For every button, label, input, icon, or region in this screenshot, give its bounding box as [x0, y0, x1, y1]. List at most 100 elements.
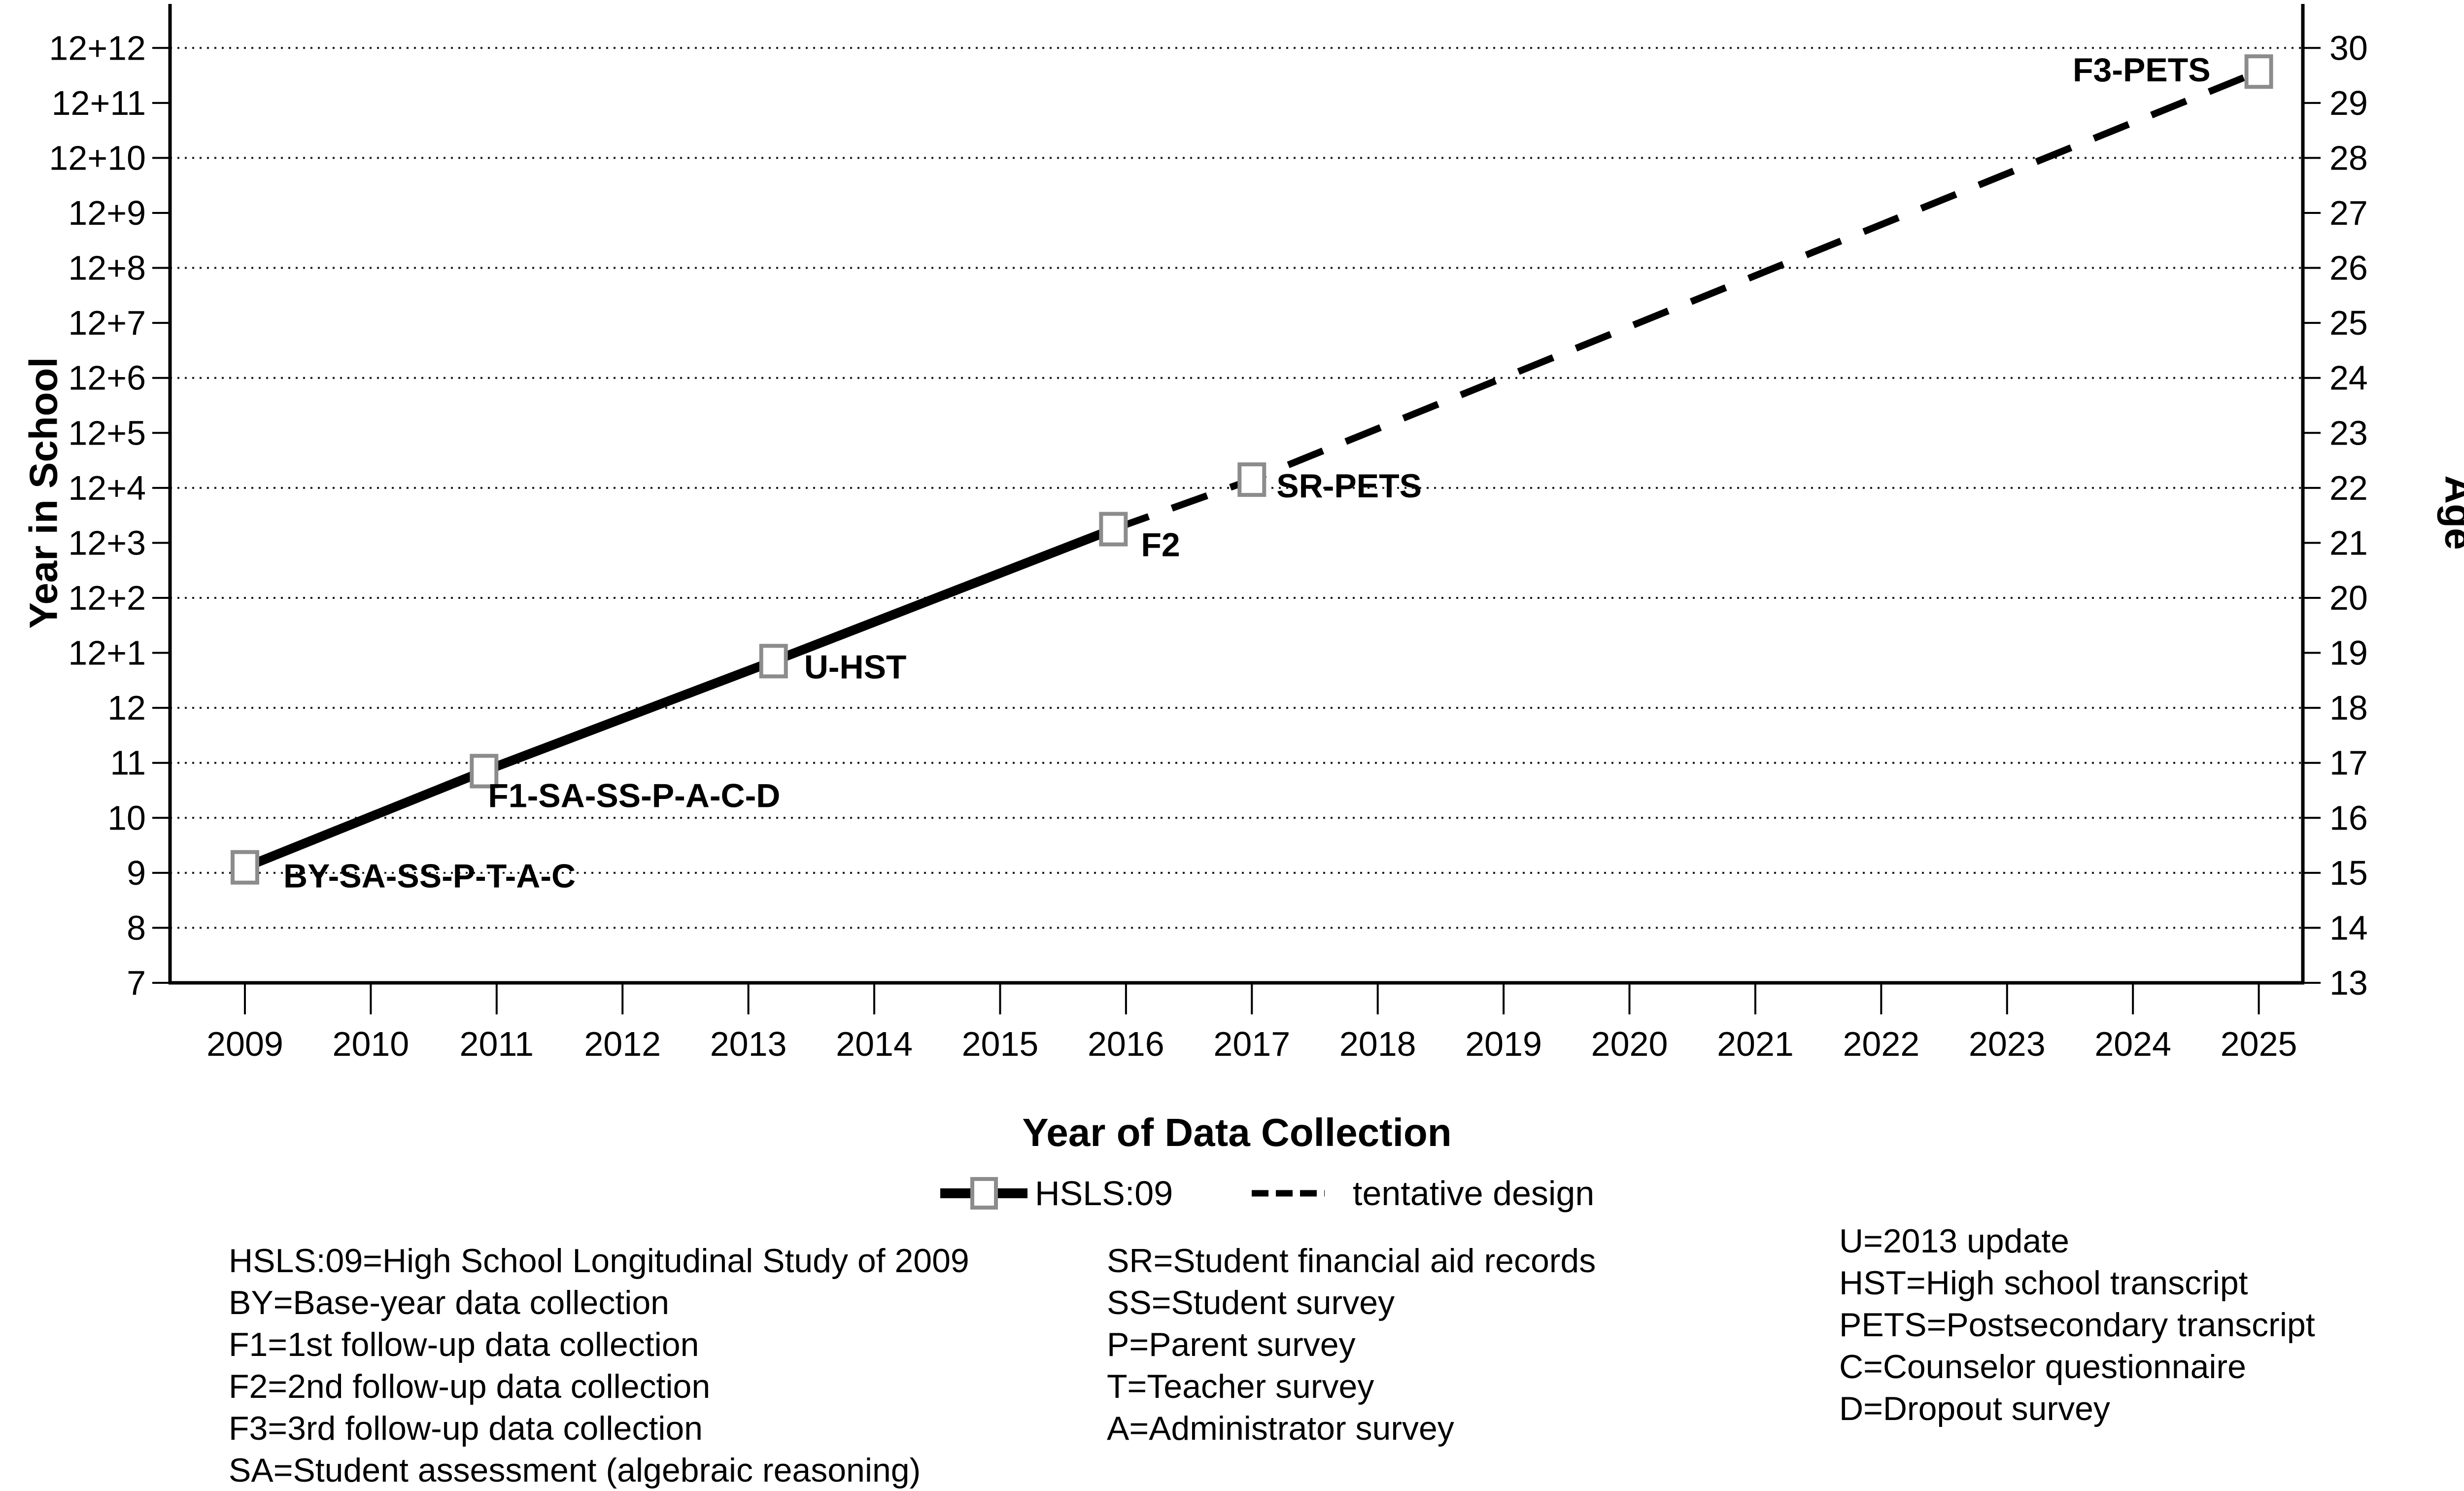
x-axis-tick-label: 2016: [1088, 1025, 1164, 1063]
y-axis-left-tick-label: 12+1: [68, 634, 146, 672]
x-axis-ticks: [243, 983, 2260, 1014]
key-entry: A=Administrator survey: [1107, 1410, 1454, 1447]
y-axis-left-tick-label: 12+5: [68, 414, 146, 452]
data-point-label: F3-PETS: [2073, 51, 2211, 89]
data-point-label: U-HST: [804, 648, 907, 686]
x-axis-tick-label: 2017: [1213, 1025, 1290, 1063]
y-axis-right-tick-label: 29: [2329, 84, 2368, 122]
y-axis-right-tick-label: 22: [2329, 469, 2368, 507]
y-axis-right-tick-label: 19: [2329, 634, 2368, 672]
y-axis-left-tick-label: 12: [107, 689, 146, 727]
y-axis-right-tick-label: 14: [2329, 908, 2368, 947]
y-axis-right-tick-label: 28: [2329, 139, 2368, 177]
data-marker: [230, 850, 259, 885]
x-axis-tick-label: 2025: [2221, 1025, 2297, 1063]
key-column-1: HSLS:09=High School Longitudinal Study o…: [229, 1240, 969, 1491]
x-axis-tick-labels: 2009 2010 2011 2012 2013 2014 2015 2016 2017 2018…: [206, 1025, 2297, 1063]
key-entry: PETS=Postsecondary transcript: [1839, 1306, 2315, 1344]
x-axis-tick-label: 2014: [836, 1025, 913, 1063]
key-entry: SS=Student survey: [1107, 1284, 1395, 1321]
y-axis-left-ticks: [152, 47, 170, 984]
y-axis-right-title: Age: [2437, 475, 2464, 550]
data-point-label: F1-SA-SS-P-A-C-D: [488, 777, 780, 814]
y-axis-left-tick-label: 12+8: [68, 249, 146, 287]
y-axis-left-tick-label: 12+6: [68, 359, 146, 397]
x-axis-tick-label: 2013: [710, 1025, 787, 1063]
key-entry: HSLS:09=High School Longitudinal Study o…: [229, 1242, 969, 1280]
key-entry: F3=3rd follow-up data collection: [229, 1410, 703, 1447]
key-entry: T=Teacher survey: [1107, 1368, 1374, 1405]
key-column-2: SR=Student financial aid records SS=Stud…: [1107, 1240, 1596, 1450]
y-axis-right-tick-label: 18: [2329, 689, 2368, 727]
key-entry: HST=High school transcript: [1839, 1264, 2248, 1302]
y-axis-right-tick-label: 16: [2329, 798, 2368, 837]
key-entry: U=2013 update: [1839, 1222, 2069, 1260]
data-point-label: F2: [1141, 526, 1180, 564]
legend: HSLS:09 tentative design: [940, 1174, 1594, 1213]
y-axis-right-tick-label: 30: [2329, 29, 2368, 67]
y-axis-right-tick-label: 23: [2329, 414, 2368, 452]
legend-square-marker: [970, 1177, 998, 1210]
key-entry: F2=2nd follow-up data collection: [229, 1368, 711, 1405]
x-axis-tick-label: 2023: [1969, 1025, 2046, 1063]
series-line-hsls-09: [243, 524, 1115, 872]
y-axis-right-tick-label: 27: [2329, 194, 2368, 232]
x-axis-tick-label: 2015: [962, 1025, 1039, 1063]
series-line-tentative-design: [1112, 68, 2260, 533]
legend-label-tentative-design: tentative design: [1353, 1174, 1594, 1213]
data-marker: [470, 754, 499, 789]
data-marker: [1099, 512, 1128, 547]
y-axis-left-title: Year in School: [22, 357, 66, 628]
y-axis-right-tick-label: 21: [2329, 523, 2368, 562]
x-axis-tick-label: 2022: [1843, 1025, 1919, 1063]
key-entry: P=Parent survey: [1107, 1326, 1356, 1363]
data-marker: [759, 644, 788, 679]
y-axis-right-tick-label: 25: [2329, 304, 2368, 342]
y-axis-right-tick-label: 17: [2329, 744, 2368, 782]
y-axis-left-tick-label: 12+10: [49, 139, 146, 177]
x-axis-tick-label: 2020: [1591, 1025, 1668, 1063]
y-axis-left-tick-label: 12+3: [68, 523, 146, 562]
y-axis-left-tick-label: 12+12: [49, 29, 146, 67]
x-axis-tick-label: 2018: [1339, 1025, 1416, 1063]
x-axis-tick-label: 2011: [460, 1025, 534, 1063]
data-point-label: BY-SA-SS-P-T-A-C: [283, 858, 576, 895]
key-entry: BY=Base-year data collection: [229, 1284, 669, 1321]
y-axis-right-ticks: [2303, 47, 2321, 984]
y-axis-left-tick-label: 9: [127, 854, 146, 892]
key-entry: SR=Student financial aid records: [1107, 1242, 1596, 1280]
data-marker: [1237, 462, 1266, 497]
y-axis-left-tick-label: 10: [107, 798, 146, 837]
y-axis-right-tick-label: 24: [2329, 359, 2368, 397]
y-axis-left-tick-label: 8: [127, 908, 146, 947]
axes: [168, 4, 2305, 985]
x-axis-tick-label: 2010: [333, 1025, 410, 1063]
y-axis-right-tick-label: 20: [2329, 579, 2368, 617]
x-axis-title: Year of Data Collection: [1022, 1110, 1451, 1154]
y-axis-left-tick-label: 11: [110, 744, 146, 782]
data-point-label: SR-PETS: [1276, 467, 1422, 505]
x-axis-tick-label: 2021: [1717, 1025, 1794, 1063]
y-axis-left-tick-label: 12+9: [68, 194, 146, 232]
y-axis-right-tick-label: 13: [2329, 964, 2368, 1002]
y-axis-left-labels: 7 8 9 10 11 12 12+1 12+2 12+3 12+4 12+5 12+6 12+7 12+…: [49, 29, 146, 1002]
y-axis-left-tick-label: 12+4: [68, 469, 146, 507]
y-axis-left-tick-label: 12+11: [52, 84, 146, 122]
key-entry: D=Dropout survey: [1839, 1390, 2110, 1427]
key-column-3: U=2013 update HST=High school transcript…: [1839, 1220, 2315, 1430]
key-entry: SA=Student assessment (algebraic reasoni…: [229, 1452, 921, 1489]
data-marker: [2244, 54, 2273, 89]
x-axis-tick-label: 2012: [584, 1025, 661, 1063]
key-entry: F1=1st follow-up data collection: [229, 1326, 699, 1363]
data-point-labels: BY-SA-SS-P-T-A-C F1-SA-SS-P-A-C-D U-HST F2 S…: [283, 51, 2211, 895]
x-axis-tick-label: 2009: [206, 1025, 283, 1063]
y-axis-right-tick-label: 26: [2329, 249, 2368, 287]
y-axis-left-tick-label: 12+2: [68, 579, 146, 617]
legend-label-hsls09: HSLS:09: [1035, 1174, 1173, 1213]
key-entry: C=Counselor questionnaire: [1839, 1348, 2246, 1386]
x-axis-tick-label: 2019: [1465, 1025, 1542, 1063]
y-axis-left-tick-label: 7: [127, 964, 146, 1002]
y-axis-right-labels: 13 14 15 16 17 18 19 20 21 22 23 24 25 26 27 28 29 30: [2329, 29, 2368, 1002]
